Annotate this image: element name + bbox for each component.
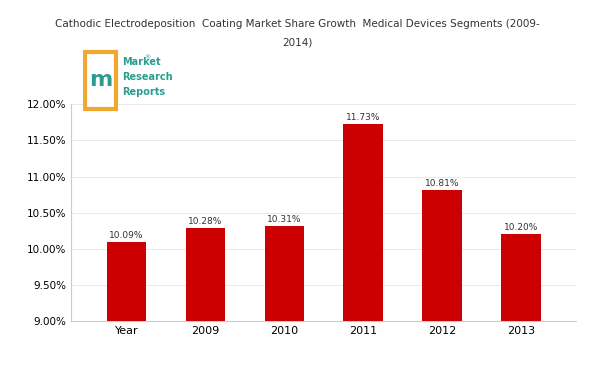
Text: ®: ® <box>144 56 150 60</box>
Bar <box>422 190 462 321</box>
Text: 10.81%: 10.81% <box>425 179 459 188</box>
Text: m: m <box>89 70 112 90</box>
Bar <box>107 242 146 321</box>
Bar <box>343 124 383 321</box>
Text: 10.28%: 10.28% <box>188 217 223 226</box>
Bar <box>501 234 541 321</box>
Text: 10.31%: 10.31% <box>267 215 302 224</box>
Text: Reports: Reports <box>122 87 165 97</box>
Text: 2014): 2014) <box>282 37 312 47</box>
FancyBboxPatch shape <box>86 52 116 109</box>
Text: MarketResearchReports.com: MarketResearchReports.com <box>207 352 387 366</box>
Text: Cathodic Electrodeposition  Coating Market Share Growth  Medical Devices Segment: Cathodic Electrodeposition Coating Marke… <box>55 19 539 29</box>
Text: Market: Market <box>122 57 160 68</box>
Bar <box>186 229 225 321</box>
Text: 11.73%: 11.73% <box>346 113 380 122</box>
Bar <box>264 226 304 321</box>
Text: Research: Research <box>122 72 172 82</box>
Text: 10.09%: 10.09% <box>109 231 144 240</box>
Text: 10.20%: 10.20% <box>504 223 538 232</box>
